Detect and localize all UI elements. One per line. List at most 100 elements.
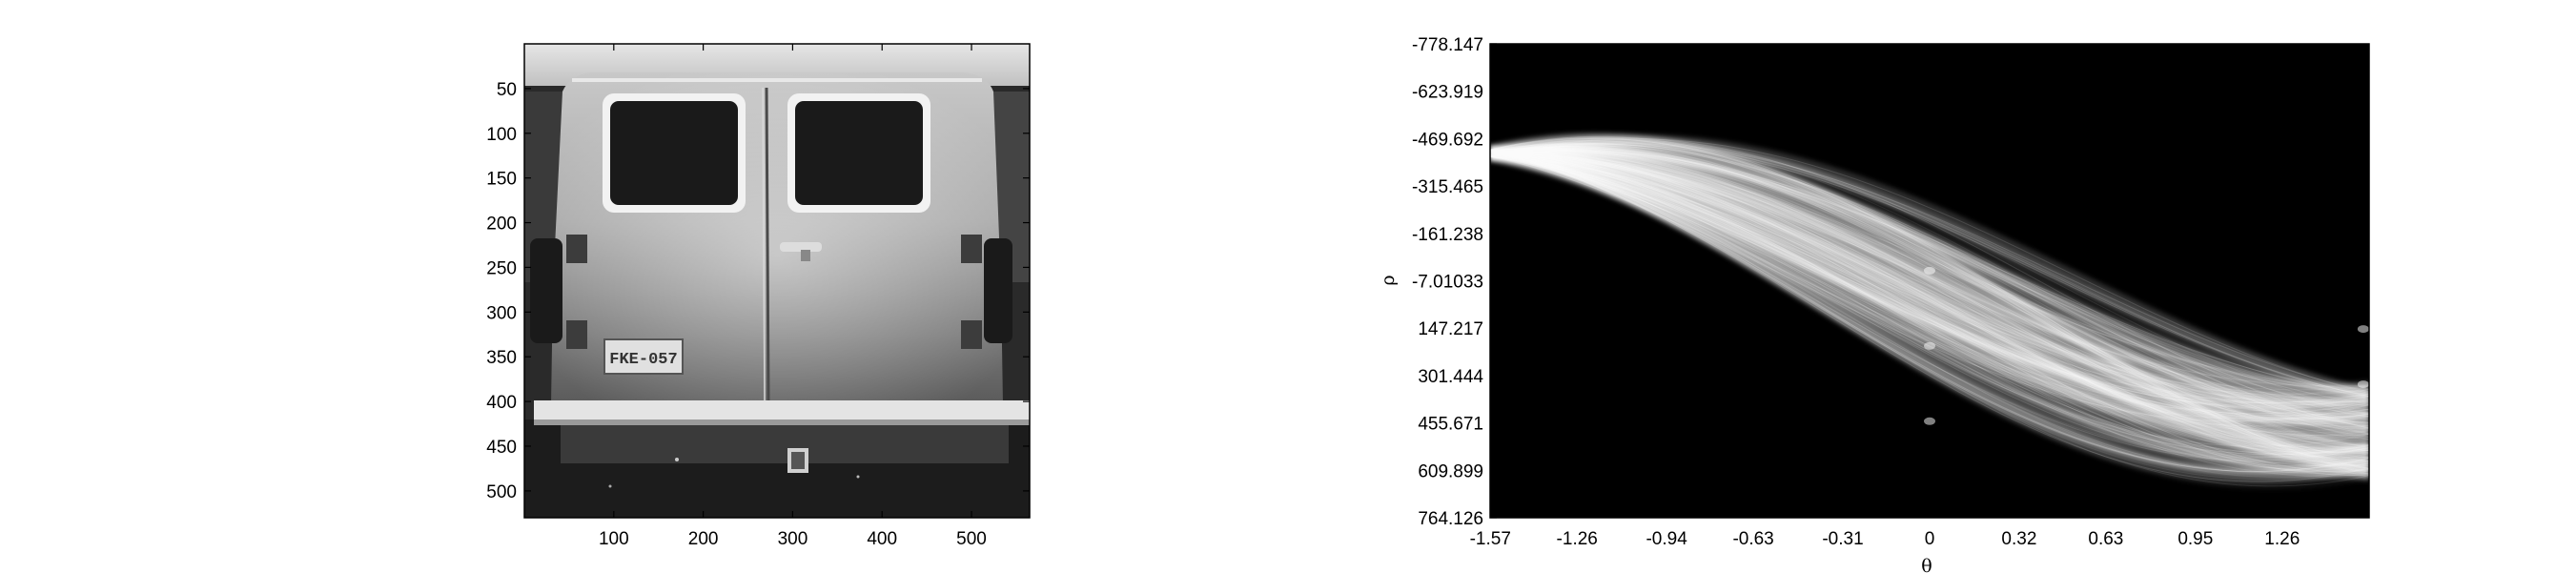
hough-x-axis: -1.57 -1.26 -0.94 -0.63 -0.31 0 0.32 0.63 0.95 1.… (1470, 511, 2300, 549)
image-y-tick-label: 200 (486, 215, 517, 235)
hough-curve (1490, 145, 2369, 416)
hough-curve (1490, 153, 2369, 430)
hough-curve (1490, 149, 2369, 467)
hough-curve (1490, 149, 2369, 467)
hough-curve (1490, 156, 2369, 391)
hough-curve (1490, 136, 2369, 476)
hough-curve (1490, 138, 2369, 395)
hough-curve (1490, 153, 2369, 427)
hough-curve (1490, 151, 2369, 420)
hough-curve (1490, 151, 2369, 450)
hough-curve (1490, 154, 2369, 420)
hough-curve (1490, 156, 2369, 387)
hough-curve (1490, 153, 2369, 418)
hough-curve (1490, 153, 2369, 420)
hough-curve (1490, 150, 2369, 464)
hough-y-tick-label: -469.692 (1412, 130, 1483, 150)
hough-y-tick-label: 147.217 (1418, 319, 1483, 339)
image-panel: FKE-057 50 100 150 200 250 300 350 400 450 500 10… (486, 43, 1031, 549)
hough-curve (1490, 151, 2369, 453)
hough-curve (1490, 151, 2369, 452)
hough-curve (1490, 155, 2369, 403)
hough-curve (1490, 149, 2369, 411)
hough-curve (1490, 153, 2369, 424)
image-y-tick-label: 500 (486, 482, 517, 502)
hough-curve (1490, 150, 2369, 464)
hough-curve (1490, 156, 2369, 394)
hough-curve (1490, 156, 2369, 388)
hough-curve (1490, 156, 2369, 397)
van-photo: FKE-057 (524, 44, 1030, 518)
hough-curve (1490, 152, 2369, 439)
hough-curve (1490, 155, 2369, 402)
hough-curve (1490, 155, 2369, 412)
hough-curve (1490, 153, 2369, 437)
hough-curve (1490, 149, 2369, 477)
hough-curve (1490, 149, 2369, 473)
hough-curve (1490, 150, 2369, 446)
hough-curve (1490, 155, 2369, 405)
image-x-tick-label: 400 (867, 529, 897, 549)
image-y-tick-label: 400 (486, 393, 517, 413)
hough-curve (1490, 154, 2369, 421)
hough-curve (1490, 151, 2369, 396)
hough-curve (1490, 152, 2369, 456)
hough-curve (1490, 148, 2369, 464)
hough-peak (2357, 325, 2369, 334)
hough-curve (1490, 150, 2369, 479)
hough-peak (1924, 417, 1935, 425)
hough-curve-glow (1490, 150, 2369, 442)
hough-x-tick-label: -0.31 (1822, 529, 1863, 549)
hough-y-tick-label: 301.444 (1418, 367, 1483, 387)
image-y-tick-label: 350 (486, 348, 517, 368)
hough-curve (1490, 150, 2369, 462)
image-y-tick-label: 300 (486, 303, 517, 323)
hough-curve (1490, 154, 2369, 420)
image-y-tick-label: 50 (497, 80, 517, 100)
hough-peak (2357, 380, 2369, 389)
hough-curve (1490, 154, 2369, 395)
hough-curve (1490, 153, 2369, 428)
hough-curve (1490, 154, 2369, 415)
hough-curve (1490, 138, 2369, 435)
hough-curve (1490, 153, 2369, 440)
hough-curve (1490, 147, 2369, 469)
hough-curve (1490, 137, 2369, 429)
hough-y-tick-label: -778.147 (1412, 35, 1483, 55)
hough-x-tick-label: -1.57 (1470, 529, 1511, 549)
hough-curve-glow (1490, 139, 2369, 396)
hough-curve (1490, 143, 2369, 469)
hough-x-tick-label: 0.32 (2001, 529, 2036, 549)
image-y-tick-label: 450 (486, 438, 517, 458)
hough-curve (1490, 151, 2369, 451)
hough-curve (1490, 151, 2369, 455)
hough-curve (1490, 150, 2369, 467)
hough-curve (1490, 155, 2369, 403)
hough-curve (1490, 150, 2369, 424)
hough-curve (1490, 150, 2369, 447)
hough-curve (1490, 153, 2369, 420)
hough-curve (1490, 153, 2369, 440)
hough-curve (1490, 151, 2369, 455)
hough-curve (1490, 143, 2369, 398)
hough-curve (1490, 148, 2369, 425)
hough-y-tick-label: -7.01033 (1412, 273, 1483, 293)
hough-curve (1490, 143, 2369, 434)
hough-curve (1490, 137, 2369, 471)
hough-curve (1490, 151, 2369, 453)
hough-curve (1490, 149, 2369, 427)
hough-y-axis: -778.147 -623.919 -469.692 -315.465 -161.238… (1412, 35, 1497, 529)
hough-curve (1490, 150, 2369, 466)
hough-transform-panel: -778.147 -623.919 -469.692 -315.465 -161.238… (1378, 35, 2370, 573)
hough-curve (1490, 149, 2369, 476)
hough-curve (1490, 154, 2369, 415)
hough-y-tick-label: 609.899 (1418, 461, 1483, 481)
hough-curve (1490, 146, 2369, 438)
hough-y-tick-label: 764.126 (1418, 509, 1483, 529)
image-y-tick-label: 100 (486, 125, 517, 145)
hough-curve (1490, 155, 2369, 409)
hough-curve (1490, 155, 2369, 403)
hough-curve (1490, 135, 2369, 475)
hough-curve (1490, 153, 2369, 432)
